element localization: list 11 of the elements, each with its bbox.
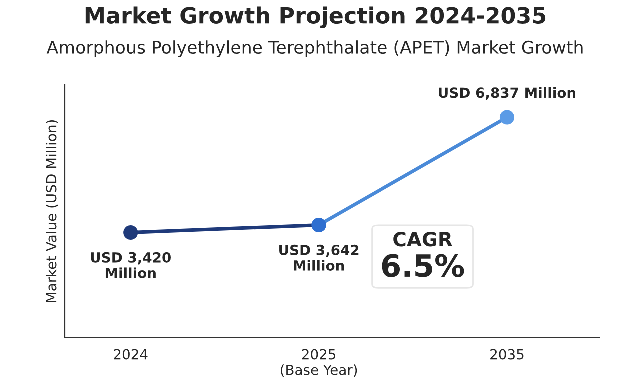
data-label: USD 3,642 Million xyxy=(280,244,359,271)
x-tick-label: 2035 xyxy=(490,349,524,360)
data-label: USD 6,837 Million xyxy=(439,87,576,100)
y-axis-title: Market Value (USD Million) xyxy=(46,120,58,302)
x-tick-label: 2024 xyxy=(114,349,148,360)
annotation: 6.5% xyxy=(382,254,464,278)
data-label: USD 3,420 Million xyxy=(91,252,171,278)
annotation: CAGR xyxy=(394,232,453,247)
chart-subtitle: Amorphous Polyethylene Terephthalate (APET) Market Growth xyxy=(46,40,583,58)
x-tick-label: 2025 (Base Year) xyxy=(281,349,358,377)
chart-title: Market Growth Projection 2024-2035 xyxy=(86,6,546,28)
